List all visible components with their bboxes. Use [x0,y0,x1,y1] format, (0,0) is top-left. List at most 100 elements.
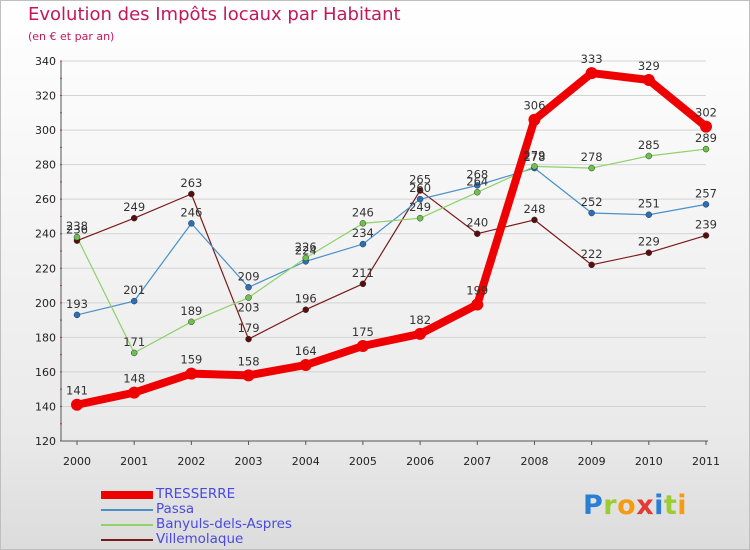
legend-swatch-villemolaque [101,539,153,541]
data-label: 236 [66,223,88,237]
x-tick-label: 2005 [349,455,377,468]
legend-item-villemolaque: Villemolaque [101,531,361,547]
y-tick-label: 340 [35,55,56,68]
data-label: 279 [523,148,545,162]
logo-letter: t [663,490,678,521]
data-label: 333 [581,52,603,66]
data-point [414,327,427,340]
data-point [188,190,195,198]
data-point [359,240,367,248]
y-tick-label: 160 [35,366,56,379]
legend-swatch-tresserre [101,491,153,499]
data-point [700,120,712,133]
data-label: 201 [123,283,145,297]
data-label: 264 [466,174,488,188]
data-point [531,163,538,170]
logo-letter: i [654,490,664,521]
data-point [531,216,538,224]
data-point [188,318,195,326]
y-tick-label: 300 [35,124,56,137]
data-point [302,306,309,313]
data-label: 249 [409,200,431,214]
data-label: 189 [180,304,202,318]
data-point [302,254,309,262]
data-point [645,249,653,256]
x-tick-label: 2006 [406,455,434,468]
data-point [356,340,369,352]
x-tick-label: 2003 [235,455,263,468]
data-label: 278 [581,150,603,164]
chart-subtitle: (en € et par an) [28,30,115,43]
data-label: 171 [123,335,145,349]
data-label: 199 [466,284,488,298]
y-tick-label: 140 [35,400,56,413]
y-tick-label: 120 [35,435,56,448]
data-point [585,67,598,80]
x-tick-label: 2002 [177,455,205,468]
data-label: 285 [638,138,660,152]
data-label: 182 [409,313,431,327]
y-tick-label: 200 [35,297,56,310]
data-label: 239 [695,217,717,231]
data-label: 226 [295,240,317,254]
data-point [474,182,481,189]
data-point [471,298,484,311]
data-label: 263 [180,176,202,190]
data-label: 246 [180,205,202,219]
logo-letter: o [617,490,637,521]
x-tick-label: 2000 [63,455,91,468]
data-label: 224 [295,243,317,257]
x-tick-label: 2004 [292,455,320,468]
series-line [76,167,707,316]
data-label: 164 [295,344,317,358]
data-point [359,220,367,227]
data-point [642,74,655,86]
data-label: 158 [238,354,260,368]
data-label: 260 [409,181,431,195]
data-point [645,152,653,160]
data-point [528,113,541,126]
data-label: 302 [695,106,717,120]
series-line [76,189,707,340]
x-tick-label: 2007 [463,455,491,468]
data-label: 252 [581,195,603,209]
logo-letter: P [583,490,604,521]
data-label: 268 [466,167,488,181]
data-point [130,349,138,357]
data-point [416,187,424,194]
data-point [299,359,312,371]
data-point [359,280,367,288]
data-point [645,211,653,218]
data-point [188,220,195,227]
x-tick-label: 2009 [578,455,606,468]
logo-letter: r [603,490,618,521]
data-point [474,189,481,196]
chart-title: Evolution des Impôts locaux par Habitant [28,4,401,25]
data-point [702,145,710,153]
data-label: 329 [638,59,660,73]
y-tick-label: 180 [35,331,56,344]
x-tick-label: 2011 [692,455,720,468]
data-label: 265 [409,173,431,187]
data-label: 246 [352,205,374,219]
data-point [588,261,595,269]
data-point [588,164,595,172]
data-label: 203 [238,301,260,315]
data-point [416,195,424,203]
data-label: 240 [466,216,488,230]
data-label: 234 [352,226,374,240]
data-label: 229 [638,235,660,249]
legend-item-passa: Passa [101,501,361,517]
legend-label-passa: Passa [156,501,195,517]
x-tick-label: 2001 [120,455,148,468]
data-point [185,367,198,380]
data-point [416,214,424,222]
data-point [130,297,138,305]
data-label: 159 [180,353,202,367]
legend-item-tresserre: TRESSERRE [101,486,361,502]
data-point [474,230,481,237]
y-tick-label: 260 [35,193,56,206]
data-point [245,284,252,291]
